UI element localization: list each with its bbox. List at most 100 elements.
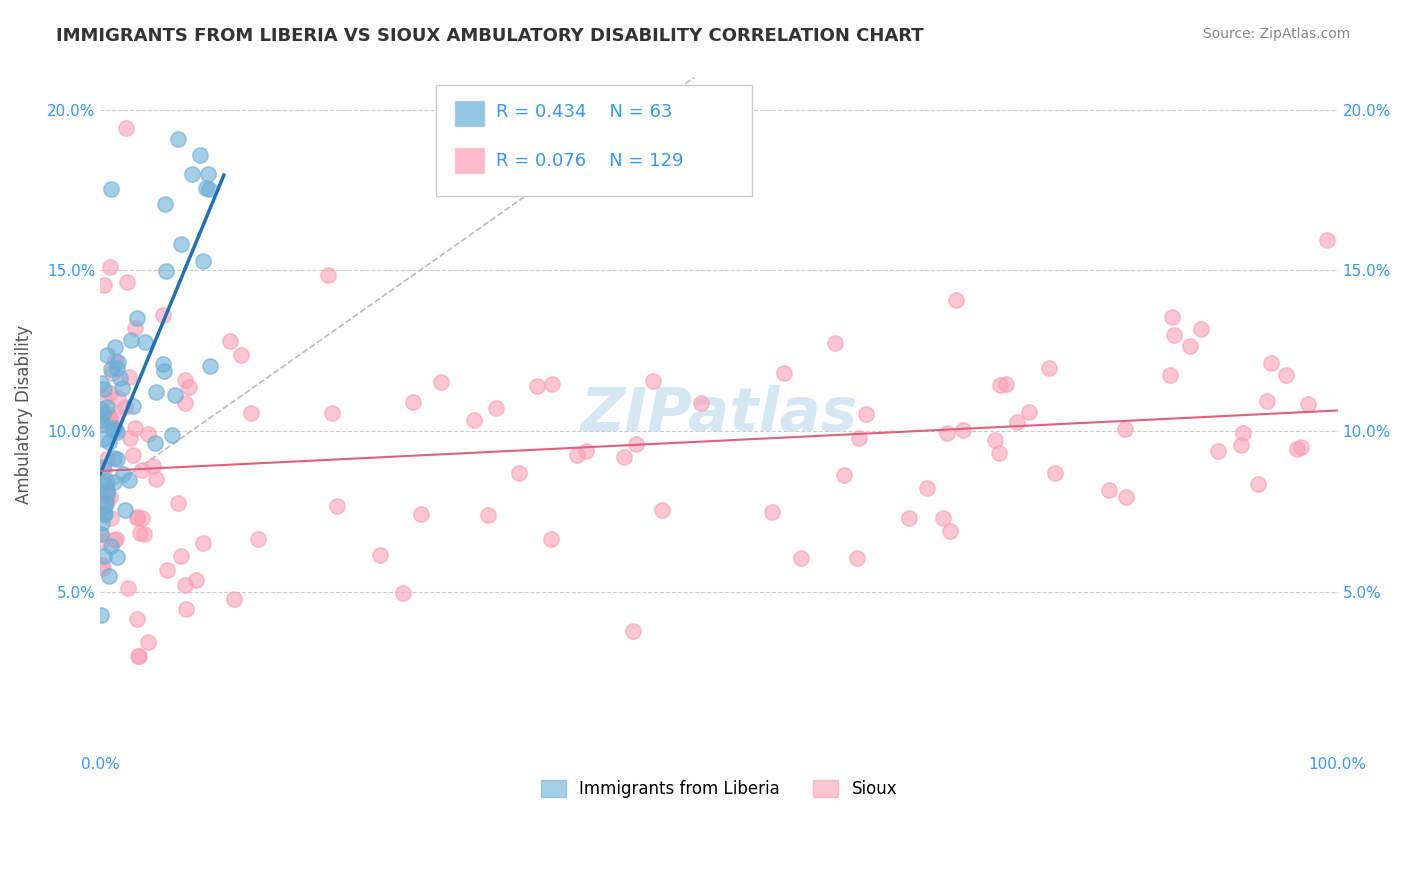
- Point: [218, 334, 240, 348]
- Point: [100, 539, 122, 553]
- Point: [1232, 426, 1254, 441]
- Point: [174, 602, 197, 616]
- Point: [100, 361, 122, 376]
- Point: [96, 475, 118, 489]
- Point: [939, 524, 962, 538]
- Point: [1038, 360, 1060, 375]
- Point: [224, 592, 246, 607]
- Point: [105, 451, 128, 466]
- Point: [91, 407, 114, 421]
- Point: [91, 416, 114, 430]
- Point: [1296, 396, 1319, 410]
- Point: [90, 376, 112, 390]
- Text: Source: ZipAtlas.com: Source: ZipAtlas.com: [1202, 27, 1350, 41]
- Point: [198, 359, 221, 373]
- Point: [90, 527, 112, 541]
- Point: [173, 373, 195, 387]
- Text: R = 0.434    N = 63: R = 0.434 N = 63: [496, 103, 672, 121]
- Point: [96, 348, 118, 362]
- Point: [94, 497, 117, 511]
- Point: [508, 466, 530, 480]
- Point: [1275, 368, 1298, 382]
- Point: [90, 401, 112, 416]
- Point: [988, 377, 1011, 392]
- Point: [134, 335, 156, 350]
- Point: [118, 473, 141, 487]
- Point: [103, 475, 125, 490]
- Point: [945, 293, 967, 307]
- Point: [105, 550, 128, 565]
- Point: [111, 467, 134, 481]
- Point: [127, 509, 149, 524]
- Point: [90, 413, 112, 427]
- Point: [94, 479, 117, 493]
- Point: [120, 333, 142, 347]
- Point: [1114, 422, 1136, 436]
- Point: [240, 406, 263, 420]
- Point: [983, 433, 1005, 447]
- Point: [167, 132, 190, 146]
- Point: [321, 406, 343, 420]
- Point: [127, 648, 149, 663]
- Point: [127, 511, 149, 525]
- Point: [1189, 322, 1212, 336]
- Point: [1005, 415, 1028, 429]
- Point: [100, 511, 122, 525]
- Point: [1045, 467, 1067, 481]
- Point: [115, 275, 138, 289]
- Point: [689, 396, 711, 410]
- Point: [117, 369, 139, 384]
- Point: [526, 378, 548, 392]
- Point: [91, 417, 114, 432]
- Point: [107, 355, 129, 369]
- Point: [93, 475, 115, 490]
- Point: [191, 253, 214, 268]
- Point: [1163, 328, 1185, 343]
- Text: IMMIGRANTS FROM LIBERIA VS SIOUX AMBULATORY DISABILITY CORRELATION CHART: IMMIGRANTS FROM LIBERIA VS SIOUX AMBULAT…: [56, 27, 924, 45]
- Point: [402, 395, 425, 409]
- Point: [160, 427, 183, 442]
- Point: [1256, 394, 1278, 409]
- Point: [122, 448, 145, 462]
- Point: [93, 277, 115, 292]
- Point: [104, 354, 127, 368]
- Point: [114, 400, 136, 414]
- Point: [173, 396, 195, 410]
- Point: [100, 182, 122, 196]
- Point: [824, 335, 846, 350]
- Point: [152, 308, 174, 322]
- Point: [90, 534, 112, 549]
- Point: [97, 434, 120, 449]
- Point: [540, 532, 562, 546]
- Point: [132, 526, 155, 541]
- Point: [1289, 440, 1312, 454]
- Point: [93, 382, 115, 396]
- Point: [932, 510, 955, 524]
- Point: [855, 407, 877, 421]
- Point: [89, 608, 111, 623]
- Point: [1098, 483, 1121, 497]
- Point: [100, 490, 122, 504]
- Point: [129, 526, 152, 541]
- Point: [191, 536, 214, 550]
- Point: [1230, 437, 1253, 451]
- Point: [326, 500, 349, 514]
- Y-axis label: Ambulatory Disability: Ambulatory Disability: [15, 326, 32, 504]
- Point: [107, 361, 129, 376]
- Point: [180, 167, 202, 181]
- Point: [848, 431, 870, 445]
- Point: [105, 425, 128, 439]
- Point: [613, 450, 636, 464]
- Point: [641, 374, 664, 388]
- Point: [96, 491, 118, 506]
- Point: [392, 586, 415, 600]
- Point: [110, 371, 132, 385]
- Point: [988, 445, 1011, 459]
- Point: [1316, 233, 1339, 247]
- Point: [1159, 368, 1181, 382]
- Point: [94, 496, 117, 510]
- Point: [131, 463, 153, 477]
- Point: [565, 449, 588, 463]
- Point: [761, 505, 783, 519]
- Point: [156, 563, 179, 577]
